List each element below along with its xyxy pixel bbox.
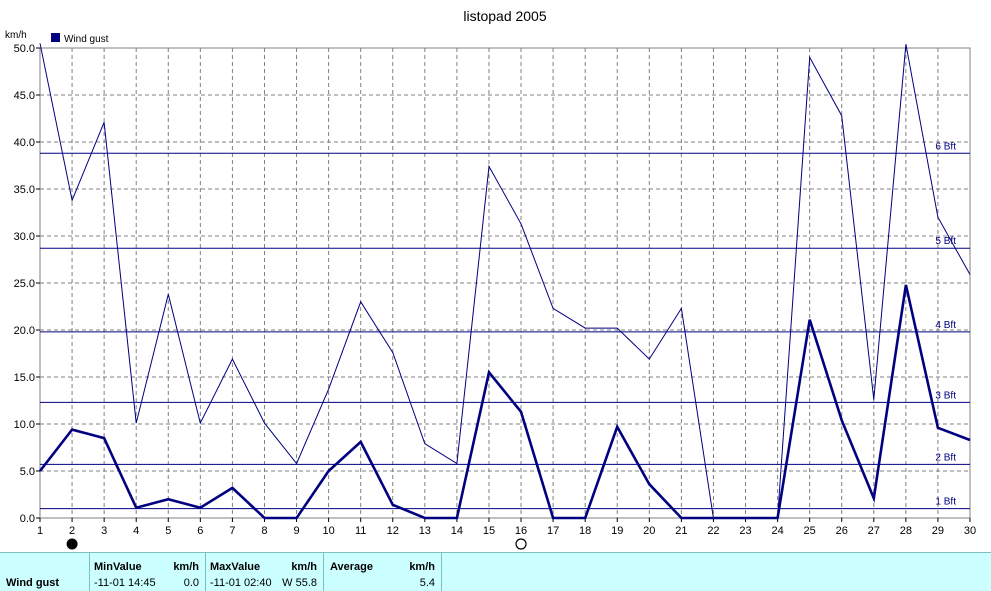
y-tick-label: 50.0 <box>14 43 35 55</box>
x-tick-label: 2 <box>69 525 75 537</box>
stats-label-cell: Wind gust <box>0 553 90 591</box>
y-axis-label: km/h <box>5 30 27 41</box>
bft-label: 4 Bft <box>935 320 956 331</box>
bft-label: 5 Bft <box>935 236 956 247</box>
x-tick-label: 14 <box>451 525 463 537</box>
stats-panel: Wind gust MinValue km/h -11-01 14:45 0.0… <box>0 552 991 591</box>
series-line-wind-gust-avg <box>38 284 971 520</box>
max-header: MaxValue <box>210 561 261 573</box>
max-time: -11-01 02:40 <box>210 577 272 589</box>
bft-label: 3 Bft <box>935 390 956 401</box>
x-tick-label: 18 <box>579 525 591 537</box>
legend-label: Wind gust <box>64 34 109 45</box>
max-cell: MaxValue km/h -11-01 02:40 W 55.8 <box>206 553 324 591</box>
avg-header: Average <box>330 561 374 573</box>
x-tick-label: 15 <box>483 525 495 537</box>
x-tick-label: 13 <box>419 525 431 537</box>
x-tick-label: 9 <box>293 525 299 537</box>
y-tick-label: 35.0 <box>14 184 35 196</box>
y-tick-label: 20.0 <box>14 325 35 337</box>
series-line-wind-gust-max <box>39 43 971 519</box>
min-unit: km/h <box>173 561 199 573</box>
min-header: MinValue <box>94 561 142 573</box>
y-tick-label: 15.0 <box>14 372 35 384</box>
x-tick-label: 1 <box>37 525 43 537</box>
y-tick-label: 5.0 <box>20 466 35 478</box>
x-tick-label: 4 <box>133 525 139 537</box>
x-tick-label: 10 <box>322 525 334 537</box>
y-tick-label: 30.0 <box>14 231 35 243</box>
avg-cell: Average km/h 5.4 <box>324 553 442 591</box>
x-tick-label: 3 <box>101 525 107 537</box>
bft-label: 6 Bft <box>935 141 956 152</box>
x-tick-label: 29 <box>932 525 944 537</box>
bft-label: 2 Bft <box>935 452 956 463</box>
x-tick-label: 20 <box>643 525 655 537</box>
chart-title: listopad 2005 <box>463 8 547 24</box>
x-tick-label: 21 <box>675 525 687 537</box>
max-unit: km/h <box>291 561 317 573</box>
new-moon-icon <box>66 538 78 550</box>
x-tick-label: 16 <box>515 525 527 537</box>
x-tick-label: 22 <box>707 525 719 537</box>
x-tick-label: 28 <box>900 525 912 537</box>
y-tick-label: 40.0 <box>14 137 35 149</box>
avg-unit: km/h <box>409 561 435 573</box>
min-cell: MinValue km/h -11-01 14:45 0.0 <box>90 553 206 591</box>
full-moon-icon <box>515 538 527 550</box>
x-tick-label: 5 <box>165 525 171 537</box>
bft-label: 1 Bft <box>935 497 956 508</box>
x-tick-label: 7 <box>229 525 235 537</box>
x-tick-label: 17 <box>547 525 559 537</box>
x-tick-label: 8 <box>261 525 267 537</box>
x-tick-label: 6 <box>197 525 203 537</box>
wind-gust-chart: listopad 2005 km/h Wind gust 0.0 5.0 10.0 15.0… <box>5 8 976 550</box>
x-tick-label: 25 <box>804 525 816 537</box>
x-tick-label: 19 <box>611 525 623 537</box>
x-tick-label: 12 <box>387 525 399 537</box>
y-tick-label: 25.0 <box>14 278 35 290</box>
max-value: W 55.8 <box>282 577 317 589</box>
min-value: 0.0 <box>183 577 199 589</box>
x-tick-label: 11 <box>355 525 366 537</box>
y-tick-label: 10.0 <box>14 419 35 431</box>
x-tick-label: 27 <box>868 525 880 537</box>
y-tick-label: 45.0 <box>14 90 35 102</box>
avg-value: 5.4 <box>419 577 435 589</box>
x-tick-label: 24 <box>771 525 783 537</box>
x-tick-label: 30 <box>964 525 976 537</box>
x-tick-label: 26 <box>836 525 848 537</box>
chart-area: listopad 2005 km/h Wind gust 0.0 5.0 10.0 15.0… <box>5 8 976 550</box>
x-tick-label: 23 <box>739 525 751 537</box>
stats-row-label: Wind gust <box>6 577 60 589</box>
y-tick-label: 0.0 <box>20 513 35 525</box>
legend-swatch <box>51 33 60 42</box>
min-time: -11-01 14:45 <box>94 577 156 589</box>
